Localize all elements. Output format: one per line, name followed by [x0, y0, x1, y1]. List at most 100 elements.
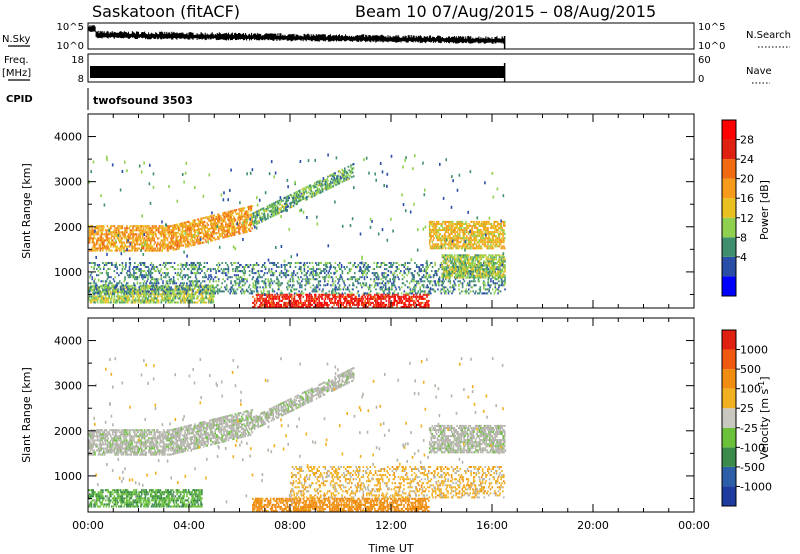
- power-cell: [333, 178, 335, 181]
- power-cell: [157, 270, 160, 273]
- power-cell: [160, 268, 163, 271]
- nsky-trace-line: [87, 25, 505, 45]
- power-cell: [152, 278, 155, 281]
- power-cell: [236, 268, 239, 271]
- power-cell: [189, 222, 192, 225]
- cpid-value: twofsound 3503: [93, 94, 193, 107]
- power-cell: [229, 214, 231, 217]
- power-cell: [362, 264, 365, 266]
- power-cell: [393, 303, 396, 306]
- power-cell: [126, 270, 129, 273]
- power-cell: [162, 285, 164, 288]
- power-cell: [285, 272, 287, 275]
- power-cell: [203, 286, 206, 289]
- power-cell: [379, 295, 381, 298]
- power-cell: [93, 293, 95, 296]
- power-cell: [330, 272, 332, 275]
- power-cell: [94, 243, 96, 246]
- power-cell: [123, 241, 125, 244]
- power-cell: [113, 229, 116, 232]
- power-cell: [362, 297, 365, 300]
- power-cell: [432, 276, 435, 279]
- power-cell: [334, 284, 337, 287]
- power-cell: [345, 297, 348, 300]
- power-cell: [348, 177, 351, 180]
- power-cell: [170, 292, 172, 295]
- power-cell: [258, 221, 260, 224]
- power-cell: [318, 306, 320, 308]
- power-cell: [413, 278, 415, 281]
- power-cell: [397, 276, 399, 279]
- power-cell: [240, 218, 242, 221]
- power-cell: [359, 276, 361, 279]
- power-cell: [171, 235, 173, 238]
- power-cell: [143, 293, 146, 296]
- power-cell: [455, 274, 458, 277]
- power-cell: [186, 262, 188, 264]
- power-cell: [130, 237, 132, 240]
- power-cell: [121, 233, 124, 236]
- power-cell: [390, 295, 393, 298]
- power-cell: [468, 292, 470, 295]
- power-cell: [430, 280, 432, 283]
- power-cell: [196, 238, 199, 241]
- power-cell: [91, 231, 94, 234]
- power-cell: [244, 221, 246, 223]
- power-cell: [277, 297, 280, 300]
- power-cell: [214, 228, 216, 231]
- power-cell: [93, 282, 95, 285]
- power-cell: [202, 237, 205, 240]
- power-cell: [267, 209, 269, 212]
- power-cell: [156, 227, 159, 230]
- power-cell: [435, 270, 437, 273]
- power-cell: [162, 225, 164, 228]
- power-cell: [115, 262, 117, 264]
- power-cell: [146, 286, 148, 289]
- power-cell: [217, 219, 219, 222]
- power-cell: [340, 306, 343, 308]
- freq-tick-bottom: 8: [78, 74, 84, 85]
- power-cell: [376, 299, 379, 302]
- power-cell: [263, 274, 265, 277]
- power-cell: [263, 217, 266, 220]
- power-cell: [328, 187, 330, 190]
- power-cell: [217, 290, 219, 293]
- power-cell: [420, 295, 423, 298]
- power-cell: [232, 209, 235, 212]
- power-cell: [238, 214, 240, 217]
- power-cell: [212, 216, 215, 219]
- power-cell: [297, 303, 299, 306]
- power-cell: [120, 288, 123, 291]
- power-cell: [366, 268, 368, 271]
- power-cell: [164, 274, 167, 277]
- power-cell: [111, 264, 114, 266]
- power-cell: [260, 301, 262, 304]
- power-cell: [172, 276, 175, 279]
- power-cell: [468, 280, 471, 283]
- power-cell: [134, 245, 136, 248]
- power-cell: [246, 280, 248, 283]
- power-cell: [179, 241, 182, 243]
- power-cell: [378, 282, 381, 285]
- power-cell: [201, 231, 203, 234]
- power-cell: [147, 247, 149, 250]
- power-cell: [126, 239, 128, 242]
- power-cell: [206, 232, 208, 235]
- power-cell: [276, 204, 278, 207]
- power-cell: [252, 286, 254, 289]
- power-cell: [301, 286, 303, 289]
- power-cell: [256, 222, 259, 225]
- power-cell: [259, 217, 261, 220]
- power-cell: [92, 241, 94, 244]
- power-cell: [187, 241, 190, 244]
- power-cell: [132, 247, 134, 250]
- power-cell: [173, 301, 176, 304]
- power-cell: [240, 270, 243, 273]
- power-cell: [147, 266, 149, 268]
- power-cell: [154, 278, 156, 281]
- power-cell: [135, 227, 138, 230]
- power-cell: [118, 241, 121, 244]
- power-cell: [308, 274, 311, 277]
- power-cell: [141, 297, 144, 300]
- power-cell: [269, 297, 272, 300]
